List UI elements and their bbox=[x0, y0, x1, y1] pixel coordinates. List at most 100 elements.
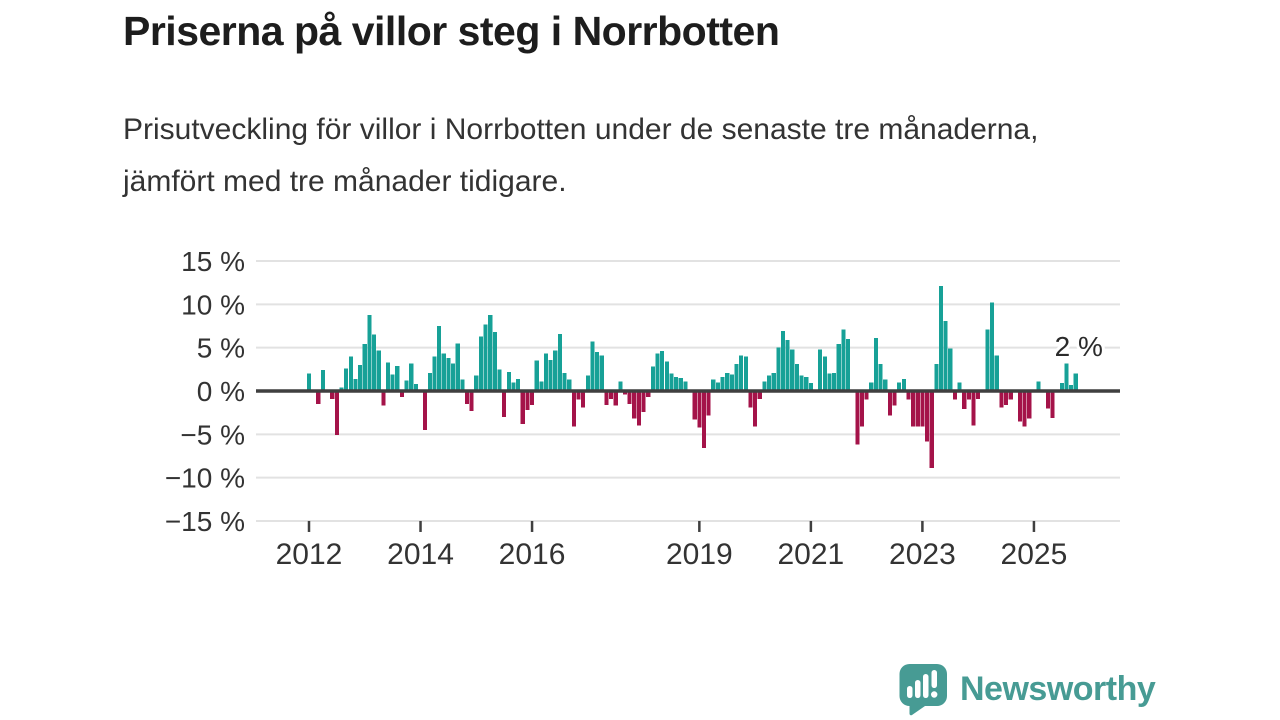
chart-bar bbox=[957, 382, 962, 391]
chart-bar bbox=[906, 391, 911, 400]
chart-bar bbox=[585, 375, 590, 391]
chart-bar bbox=[962, 391, 967, 410]
chart-bar bbox=[971, 391, 976, 426]
y-axis-label: 15 % bbox=[181, 246, 245, 277]
chart-bar bbox=[390, 374, 395, 391]
logo-exclamation-dot bbox=[931, 691, 938, 698]
chart-bar bbox=[836, 344, 841, 391]
chart-bar bbox=[553, 350, 558, 391]
y-axis-label: −5 % bbox=[180, 419, 245, 450]
chart-bar bbox=[590, 341, 595, 391]
chart-bar bbox=[469, 391, 474, 411]
chart-bar bbox=[855, 391, 860, 445]
chart-bar bbox=[1022, 391, 1027, 427]
logo-bar-2 bbox=[915, 680, 921, 698]
chart-bar bbox=[381, 391, 386, 406]
chart-bar bbox=[539, 381, 544, 391]
chart-bar bbox=[451, 363, 456, 391]
chart-bar bbox=[599, 355, 604, 391]
chart-bar bbox=[911, 391, 916, 427]
chart-bar bbox=[497, 369, 502, 391]
chart-bar bbox=[739, 355, 744, 391]
chart-bar bbox=[990, 302, 995, 391]
chart-bar bbox=[646, 391, 651, 398]
chart-bar bbox=[464, 391, 470, 404]
chart-bar bbox=[948, 348, 953, 391]
chart-bar bbox=[353, 378, 358, 391]
chart-bar bbox=[571, 391, 576, 427]
chart-bar bbox=[520, 391, 525, 424]
chart-bar bbox=[1017, 391, 1023, 422]
chart-bar bbox=[437, 326, 442, 391]
chart-bar bbox=[618, 381, 623, 391]
chart-bar bbox=[715, 382, 720, 391]
chart-bar bbox=[827, 373, 832, 391]
chart-bar bbox=[994, 355, 999, 391]
logo-exclamation-stem bbox=[931, 670, 937, 688]
chart-bar bbox=[516, 378, 521, 391]
chart-bar bbox=[841, 329, 846, 391]
x-axis-label: 2023 bbox=[889, 538, 956, 571]
chart-bar bbox=[683, 381, 688, 391]
chart-bar bbox=[427, 372, 432, 391]
chart-bar bbox=[372, 334, 377, 391]
chart-bar bbox=[557, 333, 562, 391]
x-axis-label: 2016 bbox=[499, 538, 566, 571]
y-axis-label: 0 % bbox=[197, 376, 245, 407]
chart-bar bbox=[530, 391, 535, 405]
chart-bar bbox=[488, 314, 493, 391]
chart-bar bbox=[492, 332, 497, 391]
chart-bar bbox=[999, 391, 1004, 408]
chart-bar bbox=[780, 331, 786, 391]
chart-bar bbox=[502, 391, 507, 417]
chart-bar bbox=[525, 391, 530, 411]
chart-bar bbox=[650, 366, 655, 391]
chart-bar bbox=[925, 391, 930, 442]
chart-bar bbox=[460, 379, 465, 391]
chart-bar bbox=[934, 364, 939, 391]
chart-bar bbox=[729, 374, 734, 391]
chart-bar bbox=[506, 371, 511, 391]
chart-bar bbox=[455, 343, 460, 391]
chart-bar bbox=[706, 391, 711, 416]
chart-bar bbox=[1059, 383, 1064, 391]
chart-bar bbox=[869, 382, 874, 391]
chart-bar bbox=[952, 391, 957, 400]
chart-bar bbox=[878, 364, 883, 391]
latest-value-label: 2 % bbox=[1055, 331, 1103, 362]
chart-bar bbox=[859, 391, 865, 427]
chart-bar bbox=[1004, 391, 1009, 405]
chart-bar bbox=[320, 370, 325, 391]
chart-bar bbox=[818, 349, 823, 391]
chart-bar bbox=[609, 391, 614, 399]
chart-bar bbox=[604, 391, 609, 405]
chart-bar bbox=[632, 391, 637, 419]
chart-bar bbox=[920, 391, 925, 427]
chart-bar bbox=[771, 372, 776, 391]
logo-bar-1 bbox=[907, 686, 913, 698]
chart-bar bbox=[367, 314, 372, 391]
chart-bar bbox=[344, 368, 349, 391]
x-axis-label: 2014 bbox=[387, 538, 454, 571]
chart-bar bbox=[943, 320, 948, 391]
chart-bar bbox=[846, 339, 851, 391]
chart-bar bbox=[641, 391, 646, 412]
y-axis-label: −15 % bbox=[165, 506, 245, 537]
chart-bar bbox=[330, 391, 335, 399]
chart-bar bbox=[511, 382, 516, 391]
chart-bar bbox=[776, 347, 781, 391]
chart-bar bbox=[1036, 381, 1041, 391]
chart-bar bbox=[627, 391, 632, 404]
chart-bar bbox=[655, 353, 660, 391]
chart-bar bbox=[938, 286, 944, 391]
newsworthy-logo: Newsworthy bbox=[897, 662, 1156, 716]
chart-bar bbox=[446, 358, 451, 391]
chart-bar bbox=[534, 360, 539, 391]
chart-bar bbox=[674, 377, 679, 391]
chart-bar bbox=[1064, 363, 1069, 391]
chart-bar bbox=[892, 391, 897, 406]
chart-bar bbox=[976, 391, 981, 399]
y-axis-label: −10 % bbox=[165, 463, 245, 494]
chart-bar bbox=[478, 336, 483, 391]
